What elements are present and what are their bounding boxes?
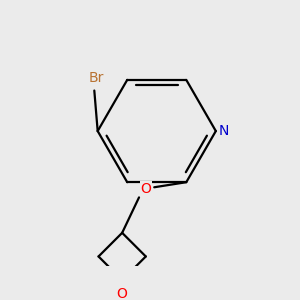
Text: N: N [219,124,230,138]
Text: O: O [117,286,128,300]
Text: O: O [140,182,151,196]
Text: Br: Br [88,71,104,85]
